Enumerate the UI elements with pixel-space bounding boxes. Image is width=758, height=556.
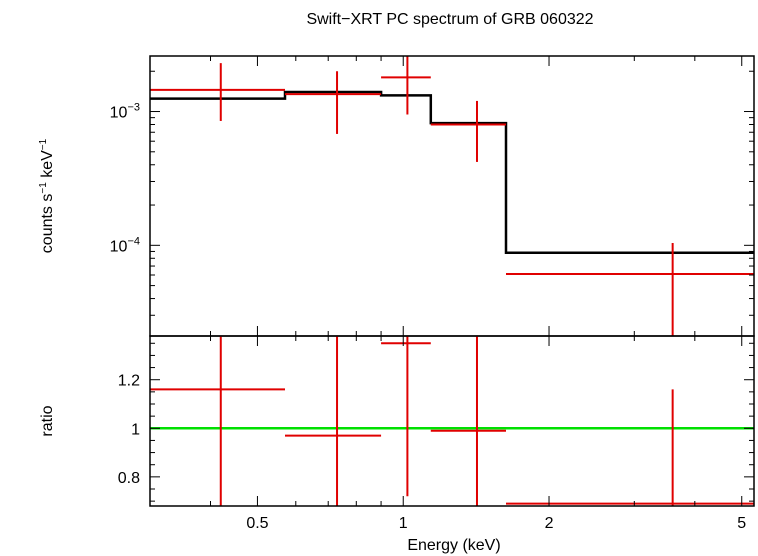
y-tick-label: 1.2: [118, 373, 140, 390]
y-tick-label: 10−3: [110, 102, 140, 122]
model-step-line: [150, 90, 754, 254]
x-tick-labels: 0.5 1 2 5: [246, 515, 746, 532]
x-tick-label: 2: [545, 515, 554, 532]
top-axis-ticks: 10−3 10−4: [110, 56, 754, 336]
model-step: [150, 90, 754, 254]
y-axis-label-counts: counts s−1 keV−1: [38, 138, 56, 253]
ratio-panel: 0.8 1 1.2 ratio: [39, 335, 755, 507]
spectrum-point-2: [285, 71, 382, 134]
ratio-point-2: [285, 336, 382, 506]
ratio-point-4: [430, 336, 506, 506]
spectrum-panel: 10−3 10−4 counts s−1 keV−1: [38, 55, 755, 337]
chart-title: Swift−XRT PC spectrum of GRB 060322: [306, 11, 593, 28]
spectrum-point-1: [150, 63, 286, 121]
spectrum-data-points: [150, 56, 754, 336]
x-tick-label: 5: [737, 515, 746, 532]
bottom-axis-ticks: 0.8 1 1.2: [118, 336, 754, 506]
spectrum-point-3: [381, 56, 431, 115]
y-axis-label-ratio: ratio: [39, 405, 56, 436]
ratio-point-3: [381, 336, 431, 497]
x-axis-label: Energy (keV): [407, 537, 500, 554]
y-tick-label: 10−4: [110, 235, 140, 255]
spectrum-point-4: [430, 100, 506, 162]
y-tick-label: 1: [131, 421, 140, 438]
ratio-panel-frame: [149, 335, 755, 507]
ratio-data-points: [150, 336, 754, 506]
y-tick-label: 0.8: [118, 470, 140, 487]
ratio-point-5: [505, 389, 754, 506]
ratio-point-1: [150, 336, 286, 506]
spectrum-point-5: [505, 243, 754, 336]
x-tick-label: 1: [399, 515, 408, 532]
x-tick-label: 0.5: [246, 515, 268, 532]
